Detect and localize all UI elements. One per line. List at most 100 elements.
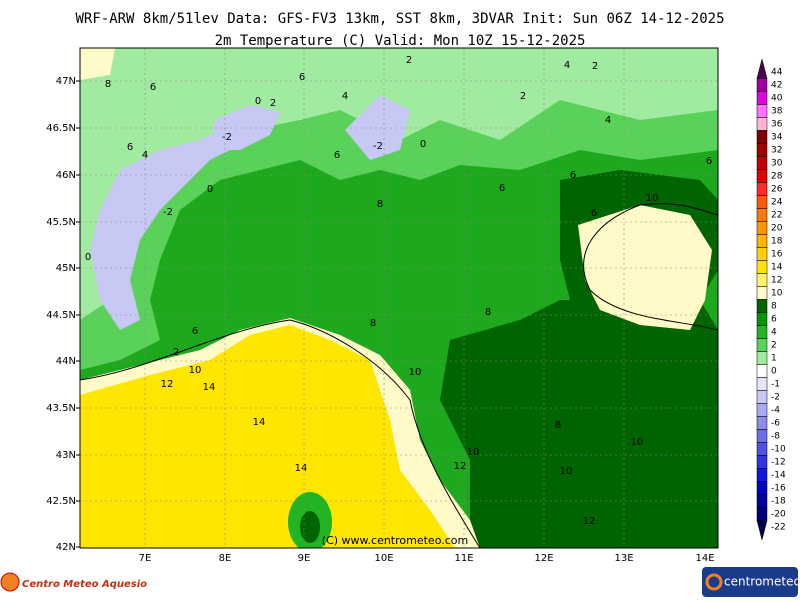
- contour-label: 10: [646, 193, 659, 204]
- watermark: (C) www.centrometeo.com: [322, 534, 468, 547]
- colorbar-cell: [756, 377, 768, 391]
- colorbar-label: 1: [771, 354, 777, 364]
- contour-label: 12: [454, 461, 467, 472]
- contour-label: 0: [85, 252, 91, 263]
- colorbar-label: -20: [771, 510, 786, 520]
- colorbar-cell: [756, 481, 768, 495]
- colorbar-label: 10: [771, 289, 783, 299]
- colorbar-cell: [756, 442, 768, 456]
- map: [80, 48, 718, 548]
- contour-label: 10: [409, 367, 422, 378]
- colorbar-cell: [756, 221, 768, 235]
- colorbar-label: -22: [771, 523, 786, 533]
- lon-label: 12E: [534, 553, 553, 564]
- subtitle: 2m Temperature (C) Valid: Mon 10Z 15-12-…: [215, 33, 586, 49]
- colorbar-label: 2: [771, 341, 777, 351]
- contour-label: -2: [222, 132, 232, 143]
- colorbar-label: 44: [771, 68, 783, 78]
- contour-label: 0: [255, 96, 261, 107]
- colorbar-cell: [756, 182, 768, 196]
- contour-label: 4: [342, 91, 348, 102]
- contour-label: 6: [706, 156, 712, 167]
- colorbar-cell: [756, 455, 768, 469]
- colorbar-label: 24: [771, 198, 783, 208]
- colorbar-label: 38: [771, 107, 783, 117]
- contour-label: 14: [253, 417, 266, 428]
- colorbar-cell: [756, 273, 768, 287]
- colorbar-cell: [756, 169, 768, 183]
- colorbar-label: 8: [771, 302, 777, 312]
- lat-label: 44N: [56, 356, 76, 367]
- colorbar-label: 16: [771, 250, 783, 260]
- colorbar-label: -1: [771, 380, 780, 390]
- coastline: [80, 203, 718, 548]
- contour-label: 12: [583, 516, 596, 527]
- lon-label: 7E: [139, 553, 152, 564]
- colorbar-cell: [756, 195, 768, 209]
- lon-label: 14E: [695, 553, 714, 564]
- map-frame: [79, 47, 719, 549]
- logo-left-icon: [0, 572, 20, 592]
- colorbar-cell: [756, 403, 768, 417]
- colorbar-label: 20: [771, 224, 783, 234]
- adriatic: [578, 205, 712, 330]
- contour-label: 2: [592, 61, 598, 72]
- colorbar-label: -8: [771, 432, 780, 442]
- lat-label: 42N: [56, 542, 76, 553]
- contour-label: 14: [295, 463, 308, 474]
- colorbar-label: -10: [771, 445, 786, 455]
- contour-label: 10: [560, 466, 573, 477]
- colorbar-cell: [756, 143, 768, 157]
- colorbar-cell: [756, 390, 768, 404]
- colorbar-label: -6: [771, 419, 780, 429]
- contour-label: -2: [373, 141, 383, 152]
- colorbar-label: 26: [771, 185, 783, 195]
- contour-label: 0: [420, 139, 426, 150]
- lon-label: 10E: [374, 553, 393, 564]
- colorbar-label: 28: [771, 172, 783, 182]
- warm-corner: [80, 48, 115, 80]
- lat-label: 43.5N: [46, 403, 76, 414]
- colorbar-cell: [756, 208, 768, 222]
- south-dark: [440, 300, 718, 548]
- colorbar-label: 22: [771, 211, 782, 221]
- contour-label: 6: [591, 208, 597, 219]
- colorbar-label: 18: [771, 237, 783, 247]
- contour-label: 6: [334, 150, 340, 161]
- lon-label: 11E: [454, 553, 473, 564]
- lat-label: 47N: [56, 76, 76, 87]
- contour-label: 12: [161, 379, 174, 390]
- contour-label: 10: [467, 447, 480, 458]
- contour-label: -2: [163, 207, 173, 218]
- colorbar-label: 32: [771, 146, 782, 156]
- lon-label: 13E: [614, 553, 633, 564]
- contour-label: 0: [207, 184, 213, 195]
- colorbar-cell: [756, 247, 768, 261]
- logo-left: Centro Meteo Aquesio: [22, 579, 147, 590]
- contour-label: 14: [203, 382, 216, 393]
- colorbar-cell: [756, 364, 768, 378]
- colorbar: 4442403836343230282624222018161412108642…: [756, 58, 786, 541]
- contour-label: 10: [631, 437, 644, 448]
- title: WRF-ARW 8km/51lev Data: GFS-FV3 13km, SS…: [75, 11, 724, 27]
- colorbar-cap: [756, 58, 768, 79]
- contour-label: 6: [192, 326, 198, 337]
- logo-right-box: [702, 567, 798, 597]
- colorbar-cell: [756, 91, 768, 105]
- contour-label: 6: [499, 183, 505, 194]
- lat-label: 46.5N: [46, 123, 76, 134]
- sea-14: [80, 325, 455, 548]
- colorbar-label: -18: [771, 497, 786, 507]
- colorbar-cell: [756, 104, 768, 118]
- contour-label: 8: [485, 307, 491, 318]
- contour-label: 6: [299, 72, 305, 83]
- colorbar-label: 36: [771, 120, 783, 130]
- colorbar-label: -16: [771, 484, 786, 494]
- colorbar-label: 40: [771, 94, 783, 104]
- contour-label: 2: [520, 91, 526, 102]
- colorbar-label: 12: [771, 276, 782, 286]
- lon-label: 8E: [219, 553, 232, 564]
- cold-center: [210, 105, 280, 150]
- colorbar-label: -2: [771, 393, 780, 403]
